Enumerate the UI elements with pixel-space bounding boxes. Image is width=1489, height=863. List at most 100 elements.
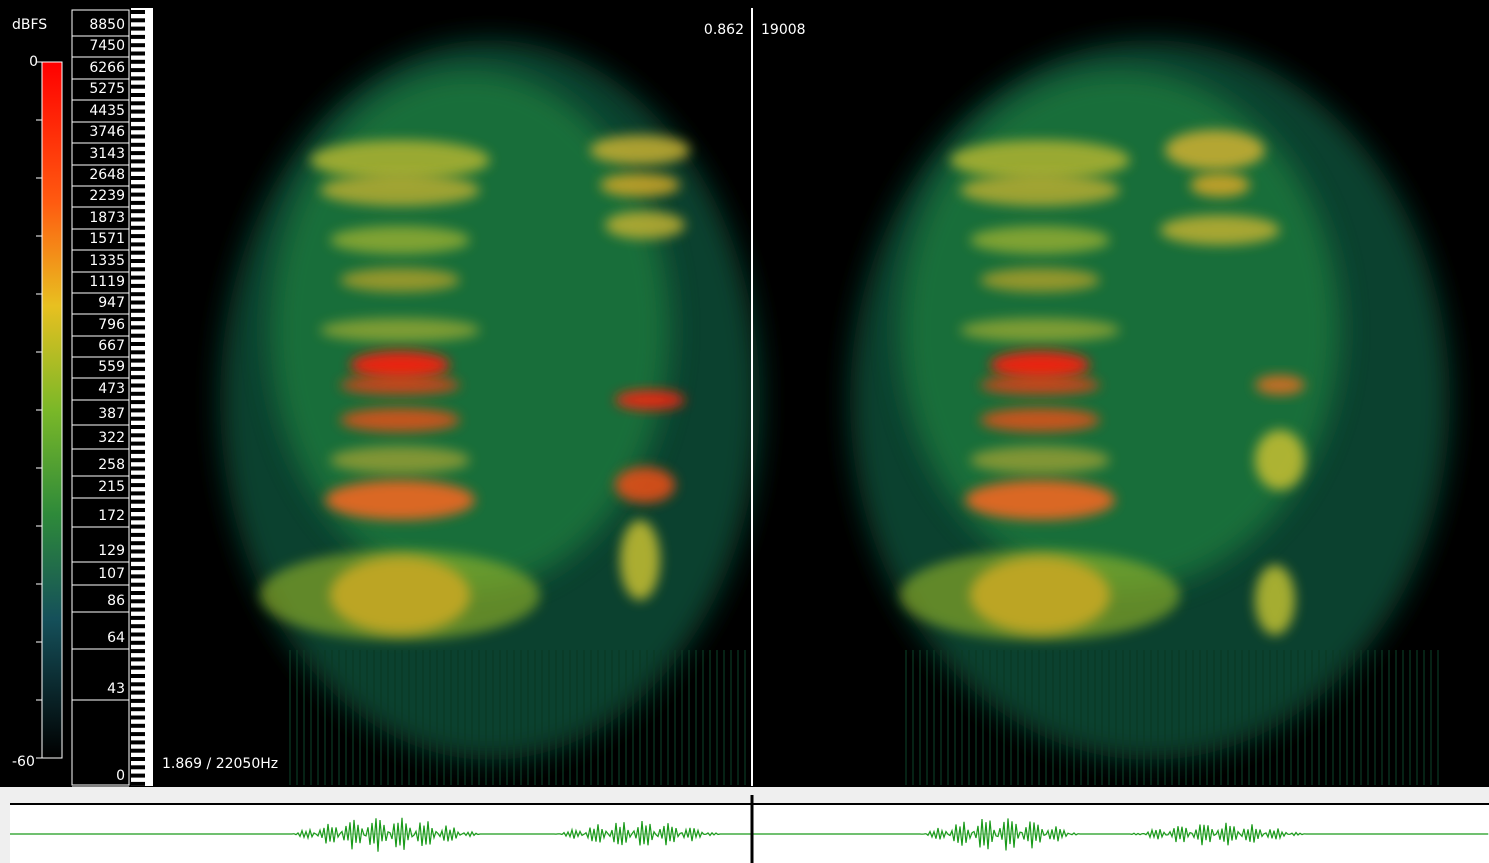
key <box>131 541 145 545</box>
key <box>131 18 145 22</box>
energy <box>590 135 690 165</box>
key <box>131 716 145 720</box>
frequency-label: 86 <box>107 593 125 609</box>
key <box>131 93 145 97</box>
cursor-time: 0.862 <box>704 22 744 38</box>
key <box>131 301 145 305</box>
energy <box>960 318 1120 342</box>
energy <box>615 390 685 410</box>
key <box>131 367 145 371</box>
key <box>131 151 145 155</box>
key <box>131 27 145 31</box>
key <box>131 666 145 670</box>
key <box>131 525 145 529</box>
energy <box>965 480 1115 520</box>
key <box>131 774 145 778</box>
key <box>131 234 145 238</box>
key <box>131 433 145 437</box>
energy <box>980 375 1100 395</box>
key <box>131 375 145 379</box>
key <box>131 52 145 56</box>
frequency-label: 107 <box>98 566 125 582</box>
key <box>131 226 145 230</box>
key <box>131 483 145 487</box>
energy <box>900 550 1180 640</box>
frequency-label: 1873 <box>89 210 125 226</box>
frequency-label: 258 <box>98 457 125 473</box>
frequency-label: 473 <box>98 381 125 397</box>
key <box>131 608 145 612</box>
key <box>131 201 145 205</box>
key <box>131 682 145 686</box>
key <box>131 143 145 147</box>
key <box>131 442 145 446</box>
energy <box>325 480 475 520</box>
key <box>131 599 145 603</box>
level-bottom: -60 <box>12 754 35 770</box>
key <box>131 35 145 39</box>
key <box>131 400 145 404</box>
key <box>131 126 145 130</box>
energy <box>970 446 1110 474</box>
energy <box>340 375 460 395</box>
key <box>131 159 145 163</box>
energy <box>1165 130 1265 170</box>
key <box>131 184 145 188</box>
key <box>131 574 145 578</box>
frequency-label: 215 <box>98 479 125 495</box>
key <box>131 384 145 388</box>
key <box>131 350 145 354</box>
key <box>131 359 145 363</box>
energy <box>600 173 680 197</box>
level-bar <box>42 62 62 758</box>
energy <box>340 408 460 432</box>
energy <box>1255 565 1295 635</box>
key <box>131 309 145 313</box>
energy <box>960 174 1120 206</box>
key <box>131 467 145 471</box>
key <box>131 591 145 595</box>
energy <box>605 211 685 239</box>
key <box>131 516 145 520</box>
key <box>131 508 145 512</box>
frequency-label: 667 <box>98 338 125 354</box>
frequency-label: 3746 <box>89 124 125 140</box>
key <box>131 641 145 645</box>
key <box>131 757 145 761</box>
frequency-label: 8850 <box>89 17 125 33</box>
key <box>131 118 145 122</box>
key <box>131 176 145 180</box>
frequency-label: 64 <box>107 630 125 646</box>
key <box>131 707 145 711</box>
key <box>131 218 145 222</box>
keyboard <box>131 8 153 786</box>
frequency-label: 4435 <box>89 103 125 119</box>
key <box>131 558 145 562</box>
key <box>131 417 145 421</box>
status: 1.869 / 22050Hz <box>162 756 278 772</box>
key <box>131 135 145 139</box>
energy <box>1255 375 1305 395</box>
energy <box>970 226 1110 254</box>
key <box>131 101 145 105</box>
key <box>131 425 145 429</box>
key <box>131 85 145 89</box>
frequency-label: 1571 <box>89 231 125 247</box>
energy <box>980 408 1100 432</box>
frequency-label: 0 <box>116 768 125 784</box>
cursor-frequency: 19008 <box>761 22 806 38</box>
energy <box>615 467 675 503</box>
frequency-label: 5275 <box>89 81 125 97</box>
key <box>131 500 145 504</box>
key <box>131 699 145 703</box>
frequency-label: 129 <box>98 543 125 559</box>
frequency-label: 3143 <box>89 146 125 162</box>
key <box>131 392 145 396</box>
key <box>131 633 145 637</box>
key <box>131 292 145 296</box>
key <box>131 251 145 255</box>
energy <box>620 520 660 600</box>
key <box>131 110 145 114</box>
energy <box>260 550 540 640</box>
key <box>131 740 145 744</box>
